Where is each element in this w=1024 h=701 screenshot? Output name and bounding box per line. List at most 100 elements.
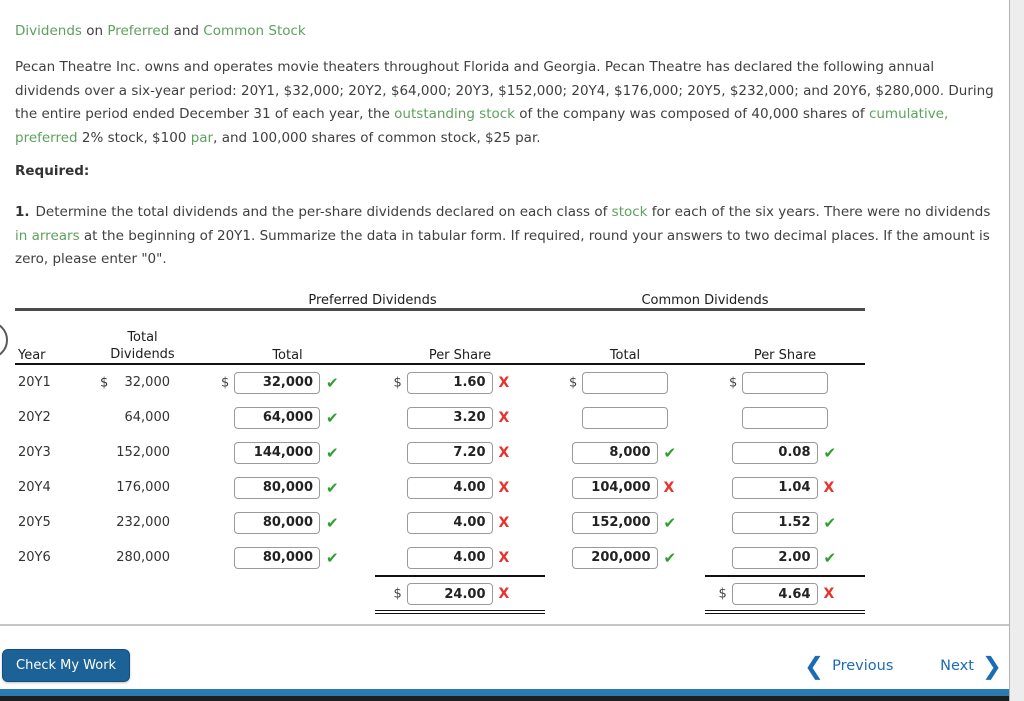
glossary-link[interactable]: par: [190, 129, 214, 146]
dollar-sign: $: [569, 375, 578, 390]
year-value: 20Y4: [18, 480, 51, 495]
pref-per-share-answer: X: [375, 435, 545, 470]
required-label: Required:: [15, 163, 90, 179]
pref-per-share-cell: X: [406, 546, 514, 569]
common-per-share-answer: X: [705, 470, 865, 505]
totals-spacer: [545, 575, 705, 627]
common-per-share-input[interactable]: [742, 371, 828, 394]
correct-icon: ✔: [326, 478, 339, 497]
pref-total-cell: ✔: [234, 546, 341, 569]
amount-text: 232,000: [116, 515, 170, 530]
common-total-cell: [582, 406, 668, 429]
total-dividends-value: 152,000: [85, 435, 200, 470]
preferred-dividends-header: Preferred Dividends: [200, 280, 545, 311]
common-per-share-input[interactable]: [731, 441, 818, 464]
glossary-link[interactable]: preferred: [15, 129, 78, 146]
common-per-share-input[interactable]: [731, 546, 818, 569]
total-dividends-line2: Dividends: [110, 347, 175, 362]
pref-per-share-answer: X: [375, 470, 545, 505]
common-total-answer: $: [545, 364, 705, 400]
pref-total-input[interactable]: [234, 511, 320, 534]
pref-per-share-total: $X: [375, 575, 545, 627]
common-total-input[interactable]: [571, 511, 658, 534]
common-total-answer: ✔: [545, 505, 705, 540]
common-total-input[interactable]: [582, 371, 668, 394]
text-run: at the beginning of 20Y1. Summarize the …: [15, 227, 990, 268]
pref-total-answer: ✔: [200, 540, 375, 575]
amount-text: 280,000: [116, 550, 170, 565]
incorrect-icon: X: [663, 479, 675, 496]
common-total-answer: X: [545, 470, 705, 505]
instruction-number: 1.: [15, 204, 30, 220]
column-header-row: Year Total Dividends Total Per Share Tot…: [15, 309, 865, 365]
pref-per-share-input[interactable]: [406, 546, 493, 569]
pref-per-share-cell: $X: [394, 371, 514, 394]
total-dividends-value: $32,000: [85, 364, 200, 400]
total-dividends-column-header: Total Dividends: [85, 309, 200, 365]
pref-per-share-input[interactable]: [406, 476, 493, 499]
pref-per-share-input[interactable]: [406, 441, 493, 464]
glossary-link[interactable]: in arrears: [15, 227, 80, 244]
common-per-share-input[interactable]: [742, 406, 828, 429]
incorrect-icon: X: [823, 479, 835, 496]
pref-total-cell: ✔: [234, 406, 341, 429]
common-total-answer: ✔: [545, 435, 705, 470]
text-run: of the company was composed of 40,000 sh…: [515, 106, 869, 122]
text-run: 2% stock, $100: [77, 129, 191, 146]
pref-per-share-input[interactable]: [406, 511, 493, 534]
pref-per-share-input[interactable]: [406, 371, 493, 394]
dollar-sign: $: [100, 375, 109, 390]
incorrect-icon: X: [498, 586, 510, 602]
pref-per-share-total-input[interactable]: [406, 583, 493, 605]
totals-row: $X $X: [15, 575, 865, 627]
pref-total-answer: $✔: [200, 364, 375, 400]
pref-total-input[interactable]: [234, 441, 320, 464]
common-total-input[interactable]: [571, 546, 658, 569]
incorrect-icon: X: [498, 549, 510, 566]
common-per-share-cell: $: [729, 371, 828, 394]
pref-total-cell: ✔: [234, 476, 341, 499]
pref-total-answer: ✔: [200, 435, 375, 470]
pref-per-share-cell: X: [406, 511, 514, 534]
pref-total-input[interactable]: [234, 546, 320, 569]
amount-text: 152,000: [116, 445, 170, 460]
common-per-share-cell: ✔: [731, 441, 839, 464]
group-header-row: Preferred Dividends Common Dividends: [15, 280, 865, 311]
common-per-share-total-input[interactable]: [731, 583, 818, 605]
glossary-link[interactable]: stock: [611, 204, 648, 220]
pref-total-input[interactable]: [234, 476, 320, 499]
common-total-input[interactable]: [571, 441, 658, 464]
table-row-20y3: 20Y3 152,000 ✔ X ✔ ✔: [15, 435, 865, 470]
footer-divider: [0, 624, 1009, 626]
glossary-link[interactable]: Common Stock: [203, 23, 306, 39]
glossary-link[interactable]: Preferred: [107, 23, 170, 39]
pref-per-share-input[interactable]: [406, 406, 493, 429]
glossary-link[interactable]: cumulative,: [868, 106, 949, 122]
total-dividends-value: 176,000: [85, 470, 200, 505]
common-per-share-answer: ✔: [705, 435, 865, 470]
previous-link[interactable]: ❮ Previous: [804, 654, 893, 678]
glossary-link[interactable]: outstanding stock: [394, 106, 515, 122]
pref-per-share-answer: X: [375, 540, 545, 575]
text-run: , and 100,000 shares of common stock, $2…: [213, 129, 541, 146]
correct-icon: ✔: [663, 443, 677, 462]
incorrect-icon: X: [498, 409, 510, 426]
common-total-input[interactable]: [571, 476, 658, 499]
glossary-link[interactable]: Dividends: [15, 23, 82, 39]
preferred-total-column-header: Total: [200, 309, 375, 365]
next-link[interactable]: Next ❯: [940, 654, 1002, 678]
totals-spacer: [85, 575, 200, 627]
pref-total-input[interactable]: [234, 406, 320, 429]
incorrect-icon: X: [498, 444, 510, 461]
common-per-share-total-cell: $X: [719, 583, 839, 605]
common-total-input[interactable]: [582, 406, 668, 429]
totals-spacer: [200, 575, 375, 627]
common-per-share-input[interactable]: [731, 511, 818, 534]
pref-total-input[interactable]: [234, 371, 320, 394]
bottom-accent-bar: [0, 689, 1009, 696]
common-per-share-input[interactable]: [731, 476, 818, 499]
group-header-spacer: [15, 280, 200, 311]
year-column-header: Year: [15, 309, 85, 365]
check-my-work-button[interactable]: Check My Work: [2, 649, 131, 682]
